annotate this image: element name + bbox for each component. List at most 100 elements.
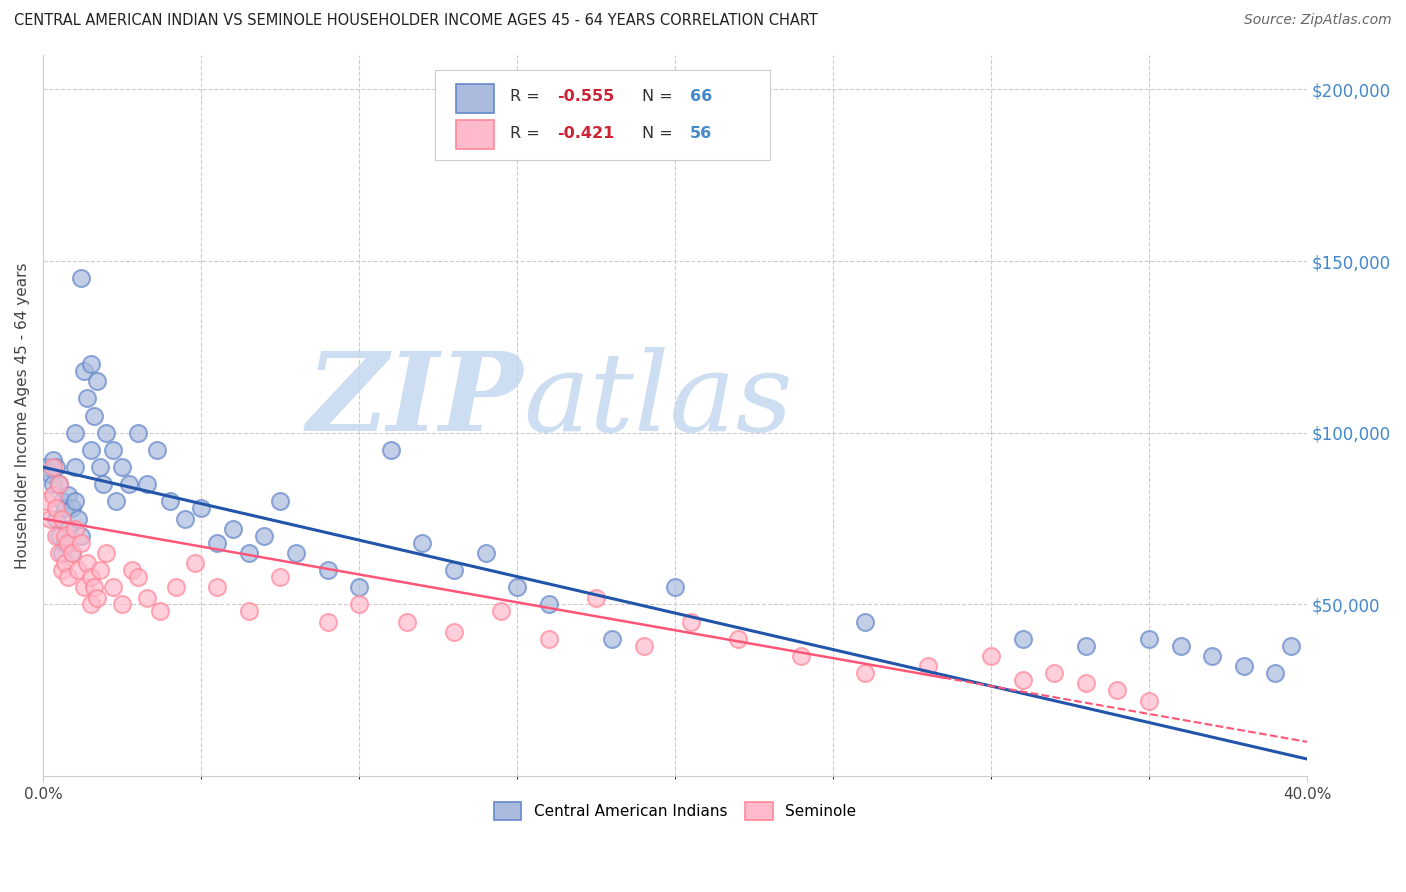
Point [316, 563, 339, 577]
Text: R =: R = [509, 126, 544, 141]
Point [101, 580, 124, 594]
Point [58, 535, 80, 549]
Text: Source: ZipAtlas.com: Source: ZipAtlas.com [1244, 13, 1392, 28]
Point [63, 460, 86, 475]
Point [111, 460, 134, 475]
Point [83, 580, 105, 594]
Point [96, 425, 118, 440]
Point [727, 632, 749, 646]
Point [347, 598, 370, 612]
Text: 66: 66 [690, 89, 713, 104]
Text: 56: 56 [690, 126, 713, 141]
Point [70, 529, 93, 543]
Point [104, 494, 127, 508]
Point [1011, 632, 1033, 646]
Point [269, 570, 291, 584]
Point [48, 529, 70, 543]
Point [60, 501, 83, 516]
Point [48, 546, 70, 560]
Point [38, 511, 60, 525]
Text: -0.555: -0.555 [558, 89, 614, 104]
Text: -0.421: -0.421 [558, 126, 614, 141]
Text: ZIP: ZIP [307, 348, 523, 455]
Point [146, 442, 169, 457]
Point [491, 604, 513, 618]
Point [205, 580, 228, 594]
Point [66, 563, 89, 577]
Point [51, 563, 73, 577]
Point [238, 604, 260, 618]
Bar [457, 120, 495, 149]
Point [121, 563, 143, 577]
Point [284, 546, 307, 560]
Point [41, 477, 63, 491]
Point [45, 511, 67, 525]
Point [51, 546, 73, 560]
Point [411, 535, 433, 549]
Point [79, 357, 101, 371]
Point [190, 501, 212, 516]
Point [1043, 666, 1066, 681]
Point [853, 615, 876, 629]
Text: N =: N = [643, 89, 678, 104]
Point [83, 409, 105, 423]
Bar [457, 84, 495, 112]
Point [66, 511, 89, 525]
Point [395, 615, 418, 629]
Point [86, 591, 108, 605]
Point [184, 556, 207, 570]
Point [679, 615, 702, 629]
Point [41, 453, 63, 467]
Point [980, 648, 1002, 663]
Point [316, 615, 339, 629]
Point [1137, 693, 1160, 707]
Point [1074, 639, 1097, 653]
Point [174, 511, 197, 525]
Point [91, 477, 114, 491]
Point [205, 535, 228, 549]
Point [76, 392, 98, 406]
Point [127, 425, 149, 440]
Point [1233, 659, 1256, 673]
Point [53, 529, 76, 543]
Point [1170, 639, 1192, 653]
Point [58, 570, 80, 584]
Point [63, 425, 86, 440]
Point [73, 580, 96, 594]
Point [443, 624, 465, 639]
Point [380, 442, 402, 457]
Point [79, 442, 101, 457]
Point [79, 570, 101, 584]
Point [159, 494, 181, 508]
Point [222, 522, 245, 536]
Point [48, 477, 70, 491]
Point [96, 546, 118, 560]
FancyBboxPatch shape [434, 70, 770, 160]
Point [269, 494, 291, 508]
Point [63, 522, 86, 536]
Point [165, 580, 187, 594]
Point [45, 529, 67, 543]
Text: atlas: atlas [523, 348, 793, 455]
Y-axis label: Householder Income Ages 45 - 64 years: Householder Income Ages 45 - 64 years [15, 262, 30, 569]
Point [51, 511, 73, 525]
Point [86, 374, 108, 388]
Point [238, 546, 260, 560]
Point [136, 591, 159, 605]
Point [51, 494, 73, 508]
Point [474, 546, 496, 560]
Point [58, 522, 80, 536]
Point [76, 556, 98, 570]
Point [664, 580, 686, 594]
Point [537, 598, 560, 612]
Point [136, 477, 159, 491]
Point [1137, 632, 1160, 646]
Point [89, 563, 111, 577]
Point [45, 460, 67, 475]
Point [1011, 673, 1033, 687]
Point [537, 632, 560, 646]
Text: CENTRAL AMERICAN INDIAN VS SEMINOLE HOUSEHOLDER INCOME AGES 45 - 64 YEARS CORREL: CENTRAL AMERICAN INDIAN VS SEMINOLE HOUS… [14, 13, 818, 29]
Point [117, 477, 139, 491]
Point [60, 546, 83, 560]
Text: R =: R = [509, 89, 544, 104]
